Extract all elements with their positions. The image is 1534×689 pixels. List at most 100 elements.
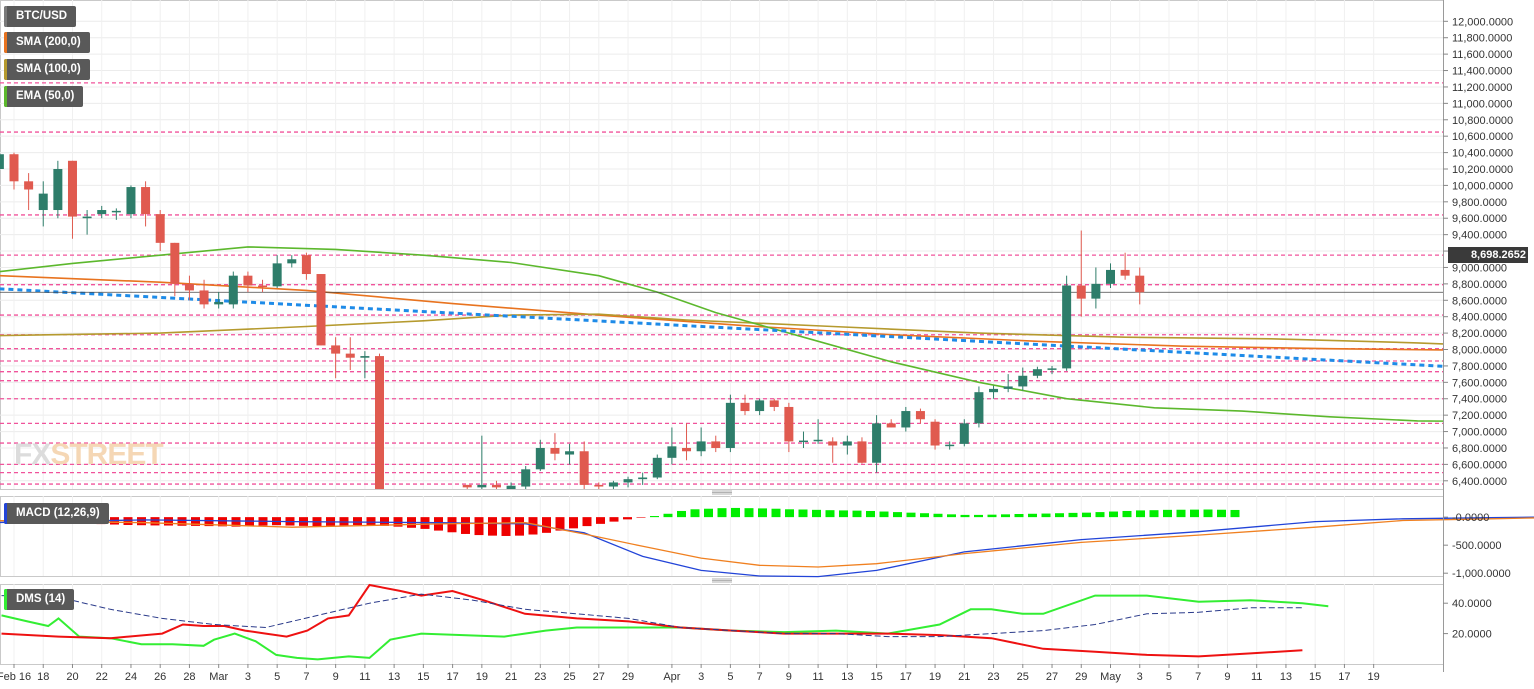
macd-histogram-bar bbox=[933, 513, 943, 518]
candle-body bbox=[1003, 386, 1013, 389]
candle-body bbox=[755, 400, 765, 412]
dms-y-tick-label: 40.0000 bbox=[1452, 598, 1492, 610]
candle-body bbox=[345, 353, 355, 358]
macd-histogram-bar bbox=[704, 508, 713, 518]
candle-body bbox=[945, 444, 955, 447]
y-tick-label: 7,400.0000 bbox=[1452, 394, 1507, 406]
legend-sma-200[interactable]: SMA (200,0) bbox=[4, 32, 90, 53]
candle-body bbox=[872, 423, 882, 463]
x-tick-label: 7 bbox=[303, 671, 309, 683]
candle-body bbox=[1120, 269, 1130, 276]
x-tick-label: 11 bbox=[359, 671, 370, 683]
x-tick-label: 5 bbox=[1166, 671, 1172, 683]
macd-histogram-bar bbox=[623, 517, 632, 520]
candle-body bbox=[959, 423, 969, 444]
macd-histogram-bar bbox=[515, 517, 524, 536]
y-tick-label: 8,000.0000 bbox=[1452, 345, 1507, 357]
macd-histogram-bar bbox=[771, 508, 781, 518]
y-tick-label: 11,600.0000 bbox=[1452, 49, 1512, 61]
macd-histogram-bar bbox=[488, 517, 497, 536]
x-tick-label: 13 bbox=[841, 671, 853, 683]
macd-histogram-bar bbox=[663, 513, 673, 518]
y-tick-label: 8,600.0000 bbox=[1452, 295, 1507, 307]
candle-body bbox=[1076, 285, 1086, 299]
macd-histogram-bar bbox=[839, 510, 848, 518]
macd-histogram-bar bbox=[1190, 509, 1199, 518]
candle-body bbox=[740, 402, 750, 412]
candle-body bbox=[0, 154, 4, 169]
y-tick-label: 11,000.0000 bbox=[1452, 98, 1512, 110]
macd-histogram-bar bbox=[1136, 510, 1145, 518]
y-tick-label: 9,000.0000 bbox=[1452, 262, 1507, 274]
macd-histogram-bar bbox=[1082, 512, 1091, 518]
x-tick-label: 21 bbox=[505, 671, 517, 683]
candle-body bbox=[141, 187, 151, 215]
y-tick-label: 8,400.0000 bbox=[1452, 312, 1507, 324]
macd-histogram-bar bbox=[366, 517, 376, 526]
x-tick-label: 3 bbox=[698, 671, 704, 683]
candle-body bbox=[24, 181, 34, 190]
macd-histogram-bar bbox=[164, 517, 173, 526]
x-tick-label: 11 bbox=[812, 671, 823, 683]
macd-histogram-bar bbox=[461, 517, 470, 534]
x-tick-label: 13 bbox=[1280, 671, 1292, 683]
ema-50-line bbox=[0, 246, 1443, 422]
y-tick-label: 6,600.0000 bbox=[1452, 459, 1507, 471]
macd-histogram-bar bbox=[1122, 510, 1132, 518]
macd-histogram-bar bbox=[609, 517, 619, 522]
x-tick-label: Feb 16 bbox=[0, 671, 31, 683]
sma-100-line bbox=[0, 313, 1443, 345]
y-tick-label: 11,200.0000 bbox=[1452, 82, 1512, 94]
candle-body bbox=[228, 275, 238, 305]
candle-body bbox=[67, 160, 77, 217]
candle-body bbox=[565, 451, 575, 455]
macd-histogram-bar bbox=[191, 517, 200, 526]
macd-histogram-bar bbox=[596, 517, 605, 524]
macd-histogram-bar bbox=[204, 517, 214, 527]
candle-body bbox=[594, 484, 604, 487]
grid-layer bbox=[0, 0, 1444, 665]
candle-body bbox=[9, 154, 19, 182]
x-tick-label: 15 bbox=[1309, 671, 1321, 683]
candle-body bbox=[682, 447, 692, 452]
x-tick-label: 23 bbox=[534, 671, 546, 683]
y-tick-label: 10,200.0000 bbox=[1452, 164, 1513, 176]
candle-body bbox=[711, 441, 721, 448]
x-tick-label: 25 bbox=[1017, 671, 1029, 683]
candle-body bbox=[258, 285, 268, 288]
candle-body bbox=[1135, 275, 1145, 293]
macd-histogram-bar bbox=[218, 517, 227, 527]
current-price-label: 8,698.2652 bbox=[1448, 247, 1528, 263]
x-tick-label: 15 bbox=[417, 671, 429, 683]
x-tick-label: 9 bbox=[1224, 671, 1230, 683]
candle-body bbox=[243, 275, 253, 286]
legend-ema-50[interactable]: EMA (50,0) bbox=[4, 86, 84, 107]
legend-macd[interactable]: MACD (12,26,9) bbox=[4, 503, 109, 524]
candle-body bbox=[535, 447, 545, 470]
x-tick-label: 29 bbox=[622, 671, 634, 683]
y-tick-label: 8,200.0000 bbox=[1452, 328, 1507, 340]
macd-histogram-bar bbox=[231, 517, 241, 527]
legend-dms[interactable]: DMS (14) bbox=[4, 589, 75, 610]
x-tick-label: 19 bbox=[476, 671, 488, 683]
macd-histogram-bar bbox=[947, 514, 956, 518]
macd-histogram-bar bbox=[380, 517, 389, 526]
candle-body bbox=[725, 402, 735, 448]
legend-symbol[interactable]: BTC/USD bbox=[4, 6, 77, 27]
macd-histogram-bar bbox=[785, 509, 794, 518]
macd-histogram-bar bbox=[1109, 511, 1118, 518]
macd-histogram-bar bbox=[650, 516, 659, 518]
dms-panel bbox=[1, 583, 1329, 661]
macd-histogram-bar bbox=[123, 517, 133, 525]
x-tick-label: 26 bbox=[154, 671, 166, 683]
candle-body bbox=[886, 423, 896, 428]
x-tick-label: 28 bbox=[183, 671, 195, 683]
macd-histogram-bar bbox=[447, 517, 457, 533]
macd-histogram-bar bbox=[798, 509, 808, 518]
macd-histogram-bar bbox=[1068, 512, 1078, 518]
candle-body bbox=[1032, 369, 1042, 376]
x-tick-label: 3 bbox=[1137, 671, 1143, 683]
candle-body bbox=[784, 406, 794, 442]
legend-sma-100[interactable]: SMA (100,0) bbox=[4, 59, 90, 80]
